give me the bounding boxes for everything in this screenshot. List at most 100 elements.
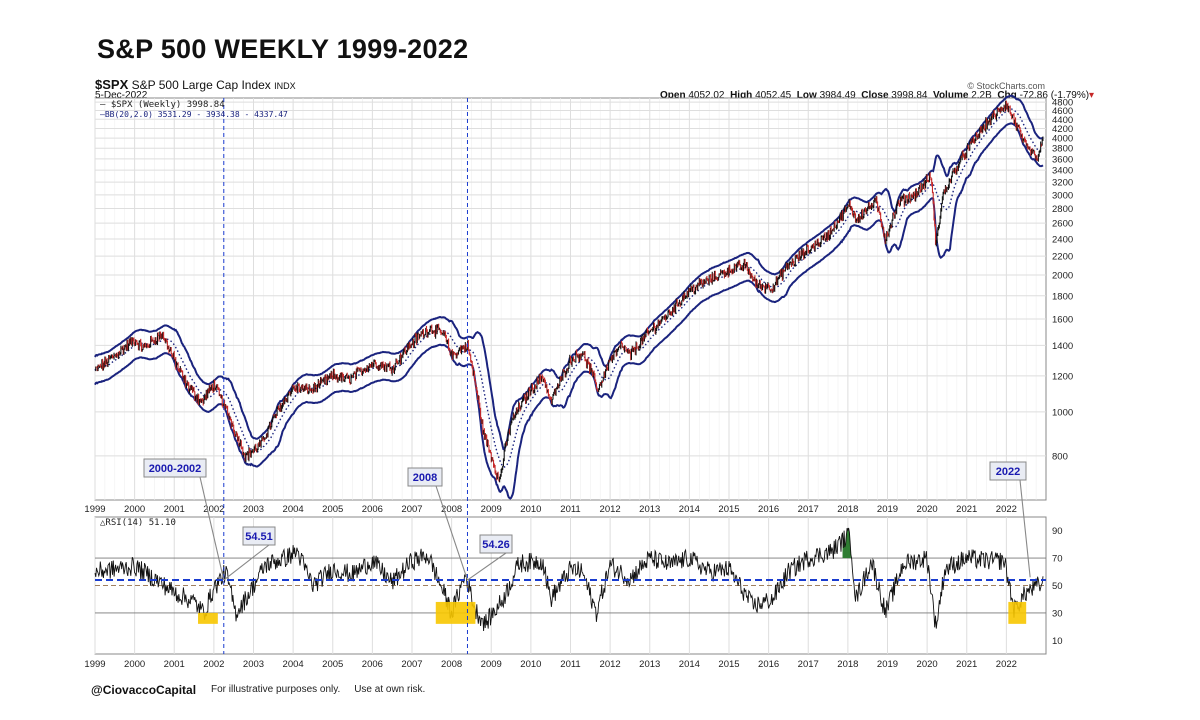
rsi-x-tick-label: 2010 bbox=[520, 659, 541, 670]
callout-54-51-box bbox=[242, 526, 276, 546]
rsi-x-tick-label: 2008 bbox=[441, 659, 462, 670]
rsi-x-tick-label: 2019 bbox=[877, 659, 898, 670]
exchange: INDX bbox=[274, 81, 296, 91]
price-x-tick-label: 2007 bbox=[401, 504, 422, 515]
price-y-tick-label: 4200 bbox=[1052, 124, 1073, 135]
low-label: Low bbox=[796, 90, 817, 101]
price-x-tick-label: 2011 bbox=[560, 504, 580, 515]
price-y-tick-label: 2400 bbox=[1052, 234, 1073, 245]
callout-54-51-leader bbox=[223, 544, 270, 581]
rsi-line bbox=[94, 527, 1044, 632]
open-label: Open bbox=[660, 90, 686, 101]
price-x-tick-label: 2004 bbox=[283, 504, 304, 515]
price-x-tick-label: 2015 bbox=[718, 504, 739, 515]
symbol-header: $SPX S&P 500 Large Cap Index INDX bbox=[95, 77, 296, 92]
rsi-x-tick-label: 2022 bbox=[996, 659, 1017, 670]
rsi-x-tick-label: 2002 bbox=[203, 659, 224, 670]
price-x-tick-label: 2014 bbox=[679, 504, 700, 515]
price-y-tick-label: 1000 bbox=[1052, 407, 1073, 418]
close-value: 3998.84 bbox=[891, 90, 928, 101]
callout-2022-leader bbox=[1019, 479, 1031, 578]
price-y-tick-label: 4000 bbox=[1052, 134, 1073, 145]
rsi-x-tick-label: 2020 bbox=[917, 659, 938, 670]
callout-54-51-label: 54.51 bbox=[245, 531, 273, 543]
callout-2000-2002-box bbox=[143, 458, 207, 478]
price-y-tick-label: 800 bbox=[1052, 451, 1068, 462]
price-x-tick-label: 2016 bbox=[758, 504, 779, 515]
rsi-x-tick-label: 2015 bbox=[718, 659, 739, 670]
price-x-tick-label: 2003 bbox=[243, 504, 264, 515]
rsi-x-tick-label: 2016 bbox=[758, 659, 779, 670]
rsi-overbought-fill bbox=[842, 528, 851, 559]
price-y-tick-label: 3800 bbox=[1052, 144, 1073, 155]
price-y-tick-label: 3000 bbox=[1052, 190, 1073, 201]
rsi-x-tick-label: 2017 bbox=[798, 659, 819, 670]
price-x-tick-label: 2012 bbox=[600, 504, 621, 515]
open-value: 4052.02 bbox=[688, 90, 725, 101]
price-y-tick-label: 1800 bbox=[1052, 291, 1073, 302]
high-value: 4052.45 bbox=[755, 90, 792, 101]
oversold-highlight bbox=[435, 601, 476, 624]
chart-date: 5-Dec-2022 bbox=[95, 90, 148, 101]
rsi-x-tick-label: 2000 bbox=[124, 659, 145, 670]
rsi-y-tick-label: 70 bbox=[1052, 554, 1063, 565]
rsi-x-tick-label: 2014 bbox=[679, 659, 700, 670]
price-x-tick-label: 2022 bbox=[996, 504, 1017, 515]
price-x-tick-label: 2009 bbox=[481, 504, 502, 515]
brand-credit: © StockCharts.com bbox=[967, 81, 1045, 91]
rsi-y-tick-label: 90 bbox=[1052, 526, 1063, 537]
oversold-highlight bbox=[1008, 601, 1027, 624]
price-x-tick-label: 2020 bbox=[917, 504, 938, 515]
rsi-x-tick-label: 2011 bbox=[560, 659, 580, 670]
bollinger-middle-band bbox=[94, 108, 1044, 468]
callout-54-26-leader bbox=[467, 552, 507, 581]
symbol: $SPX bbox=[95, 77, 129, 92]
price-y-tick-label: 2800 bbox=[1052, 204, 1073, 215]
rsi-x-tick-label: 2007 bbox=[401, 659, 422, 670]
rsi-x-tick-label: 1999 bbox=[84, 659, 105, 670]
price-y-tick-label: 4400 bbox=[1052, 115, 1073, 126]
close-label: Close bbox=[861, 90, 889, 101]
callout-2008-box bbox=[407, 467, 443, 487]
rsi-y-tick-label: 10 bbox=[1052, 636, 1063, 647]
price-y-tick-label: 3400 bbox=[1052, 166, 1073, 177]
price-x-tick-label: 2005 bbox=[322, 504, 343, 515]
price-y-tick-label: 1600 bbox=[1052, 315, 1073, 326]
ohlc-readout: Open 4052.02 High 4052.45 Low 3984.49 Cl… bbox=[660, 90, 1094, 101]
price-x-tick-label: 2013 bbox=[639, 504, 660, 515]
callout-54-26-label: 54.26 bbox=[482, 539, 510, 551]
down-arrow-icon: ▾ bbox=[1089, 90, 1095, 101]
price-x-tick-label: 2001 bbox=[164, 504, 185, 515]
low-value: 3984.49 bbox=[819, 90, 856, 101]
rsi-y-tick-label: 50 bbox=[1052, 581, 1063, 592]
price-x-tick-label: 2019 bbox=[877, 504, 898, 515]
price-x-tick-label: 2010 bbox=[520, 504, 541, 515]
price-x-tick-label: 2006 bbox=[362, 504, 383, 515]
price-x-tick-label: 1999 bbox=[84, 504, 105, 515]
rsi-x-tick-label: 2013 bbox=[639, 659, 660, 670]
footer-handle: @CiovaccoCapital bbox=[91, 683, 197, 697]
high-label: High bbox=[730, 90, 753, 101]
rsi-x-tick-label: 2004 bbox=[283, 659, 304, 670]
oversold-highlight bbox=[198, 612, 218, 624]
price-x-tick-label: 2002 bbox=[203, 504, 224, 515]
price-y-tick-label: 4600 bbox=[1052, 106, 1073, 117]
rsi-legend-entry: △RSI(14) 51.10 bbox=[100, 518, 176, 528]
volume-value: 2.2B bbox=[971, 90, 992, 101]
rsi-y-tick-label: 30 bbox=[1052, 608, 1063, 619]
rsi-x-tick-label: 2005 bbox=[322, 659, 343, 670]
bollinger-legend-entry: —BB(20,2.0) 3531.29 - 3934.38 - 4337.47 bbox=[100, 110, 288, 119]
symbol-name: S&P 500 Large Cap Index bbox=[131, 78, 271, 92]
price-y-tick-label: 3600 bbox=[1052, 154, 1073, 165]
rsi-x-tick-label: 2001 bbox=[164, 659, 185, 670]
price-x-tick-label: 2008 bbox=[441, 504, 462, 515]
callout-2008-leader bbox=[435, 485, 468, 581]
price-y-tick-label: 2000 bbox=[1052, 270, 1073, 281]
rsi-x-tick-label: 2018 bbox=[837, 659, 858, 670]
callout-2000-2002-label: 2000-2002 bbox=[149, 463, 202, 475]
price-y-tick-label: 3200 bbox=[1052, 178, 1073, 189]
rsi-x-tick-label: 2021 bbox=[956, 659, 977, 670]
price-x-tick-label: 2018 bbox=[837, 504, 858, 515]
price-y-tick-label: 2600 bbox=[1052, 219, 1073, 230]
